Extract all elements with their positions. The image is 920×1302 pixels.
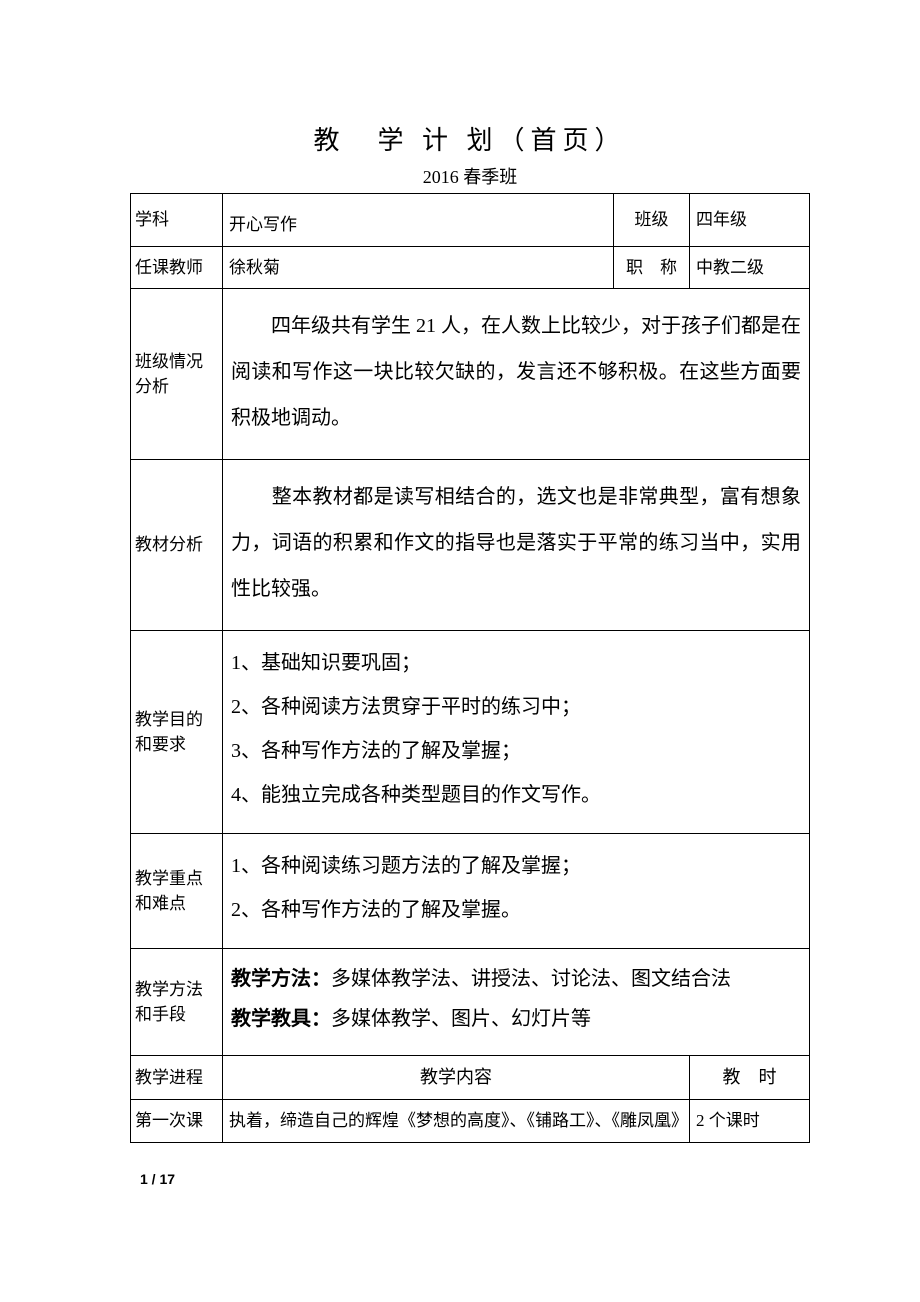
methods-body: 教学方法：多媒体教学法、讲授法、讨论法、图文结合法 教学教具：多媒体教学、图片、… bbox=[223, 949, 810, 1056]
table-row: 教学进程 教学内容 教 时 bbox=[131, 1056, 810, 1100]
list-item: 1、各种阅读练习题方法的了解及掌握； bbox=[231, 844, 801, 888]
objectives-label: 教学目的和要求 bbox=[131, 631, 223, 834]
table-row: 班级情况分析 四年级共有学生 21 人，在人数上比较少，对于孩子们都是在阅读和写… bbox=[131, 289, 810, 460]
tools-line-value: 多媒体教学、图片、幻灯片等 bbox=[331, 1008, 591, 1030]
table-row: 学科 开心写作 班级 四年级 bbox=[131, 194, 810, 247]
list-item: 1、基础知识要巩固； bbox=[231, 641, 801, 685]
class-label: 班级 bbox=[614, 194, 690, 247]
material-analysis-text: 整本教材都是读写相结合的，选文也是非常典型，富有想象力，词语的积累和作文的指导也… bbox=[223, 460, 810, 631]
table-row: 任课教师 徐秋菊 职 称 中教二级 bbox=[131, 246, 810, 289]
progress-label: 教学进程 bbox=[131, 1056, 223, 1100]
plan-table: 学科 开心写作 班级 四年级 任课教师 徐秋菊 职 称 中教二级 班级情况分析 … bbox=[130, 193, 810, 1143]
keypoints-body: 1、各种阅读练习题方法的了解及掌握； 2、各种写作方法的了解及掌握。 bbox=[223, 834, 810, 949]
material-analysis-label: 教材分析 bbox=[131, 460, 223, 631]
lesson-1-hours: 2 个课时 bbox=[690, 1100, 810, 1143]
list-item: 2、各种阅读方法贯穿于平时的练习中； bbox=[231, 685, 801, 729]
teacher-label: 任课教师 bbox=[131, 246, 223, 289]
table-row: 教学方法和手段 教学方法：多媒体教学法、讲授法、讨论法、图文结合法 教学教具：多… bbox=[131, 949, 810, 1056]
progress-content-header: 教学内容 bbox=[223, 1056, 690, 1100]
progress-hours-header: 教 时 bbox=[690, 1056, 810, 1100]
table-row: 教材分析 整本教材都是读写相结合的，选文也是非常典型，富有想象力，词语的积累和作… bbox=[131, 460, 810, 631]
job-title-value: 中教二级 bbox=[690, 246, 810, 289]
page-number: 1 / 17 bbox=[130, 1171, 810, 1187]
class-analysis-text: 四年级共有学生 21 人，在人数上比较少，对于孩子们都是在阅读和写作这一块比较欠… bbox=[223, 289, 810, 460]
list-item: 4、能独立完成各种类型题目的作文写作。 bbox=[231, 773, 801, 817]
tools-line: 教学教具：多媒体教学、图片、幻灯片等 bbox=[231, 999, 801, 1039]
methods-line-value: 多媒体教学法、讲授法、讨论法、图文结合法 bbox=[331, 968, 731, 990]
subject-label: 学科 bbox=[131, 194, 223, 247]
methods-line: 教学方法：多媒体教学法、讲授法、讨论法、图文结合法 bbox=[231, 959, 801, 999]
lesson-1-label: 第一次课 bbox=[131, 1100, 223, 1143]
teacher-value: 徐秋菊 bbox=[223, 246, 614, 289]
class-value: 四年级 bbox=[690, 194, 810, 247]
job-title-label: 职 称 bbox=[614, 246, 690, 289]
table-row: 教学目的和要求 1、基础知识要巩固； 2、各种阅读方法贯穿于平时的练习中； 3、… bbox=[131, 631, 810, 834]
list-item: 3、各种写作方法的了解及掌握； bbox=[231, 729, 801, 773]
page-subtitle: 2016 春季班 bbox=[130, 163, 810, 189]
list-item: 2、各种写作方法的了解及掌握。 bbox=[231, 888, 801, 932]
page-title: 教 学 计 划（首页） bbox=[130, 120, 810, 157]
keypoints-label: 教学重点和难点 bbox=[131, 834, 223, 949]
tools-line-label: 教学教具： bbox=[231, 1008, 331, 1030]
table-row: 教学重点和难点 1、各种阅读练习题方法的了解及掌握； 2、各种写作方法的了解及掌… bbox=[131, 834, 810, 949]
table-row: 第一次课 执着，缔造自己的辉煌《梦想的高度》、《铺路工》、《雕凤凰》 2 个课时 bbox=[131, 1100, 810, 1143]
methods-line-label: 教学方法： bbox=[231, 968, 331, 990]
methods-label: 教学方法和手段 bbox=[131, 949, 223, 1056]
lesson-1-content: 执着，缔造自己的辉煌《梦想的高度》、《铺路工》、《雕凤凰》 bbox=[223, 1100, 690, 1143]
subject-value: 开心写作 bbox=[223, 194, 614, 247]
class-analysis-label: 班级情况分析 bbox=[131, 289, 223, 460]
objectives-body: 1、基础知识要巩固； 2、各种阅读方法贯穿于平时的练习中； 3、各种写作方法的了… bbox=[223, 631, 810, 834]
